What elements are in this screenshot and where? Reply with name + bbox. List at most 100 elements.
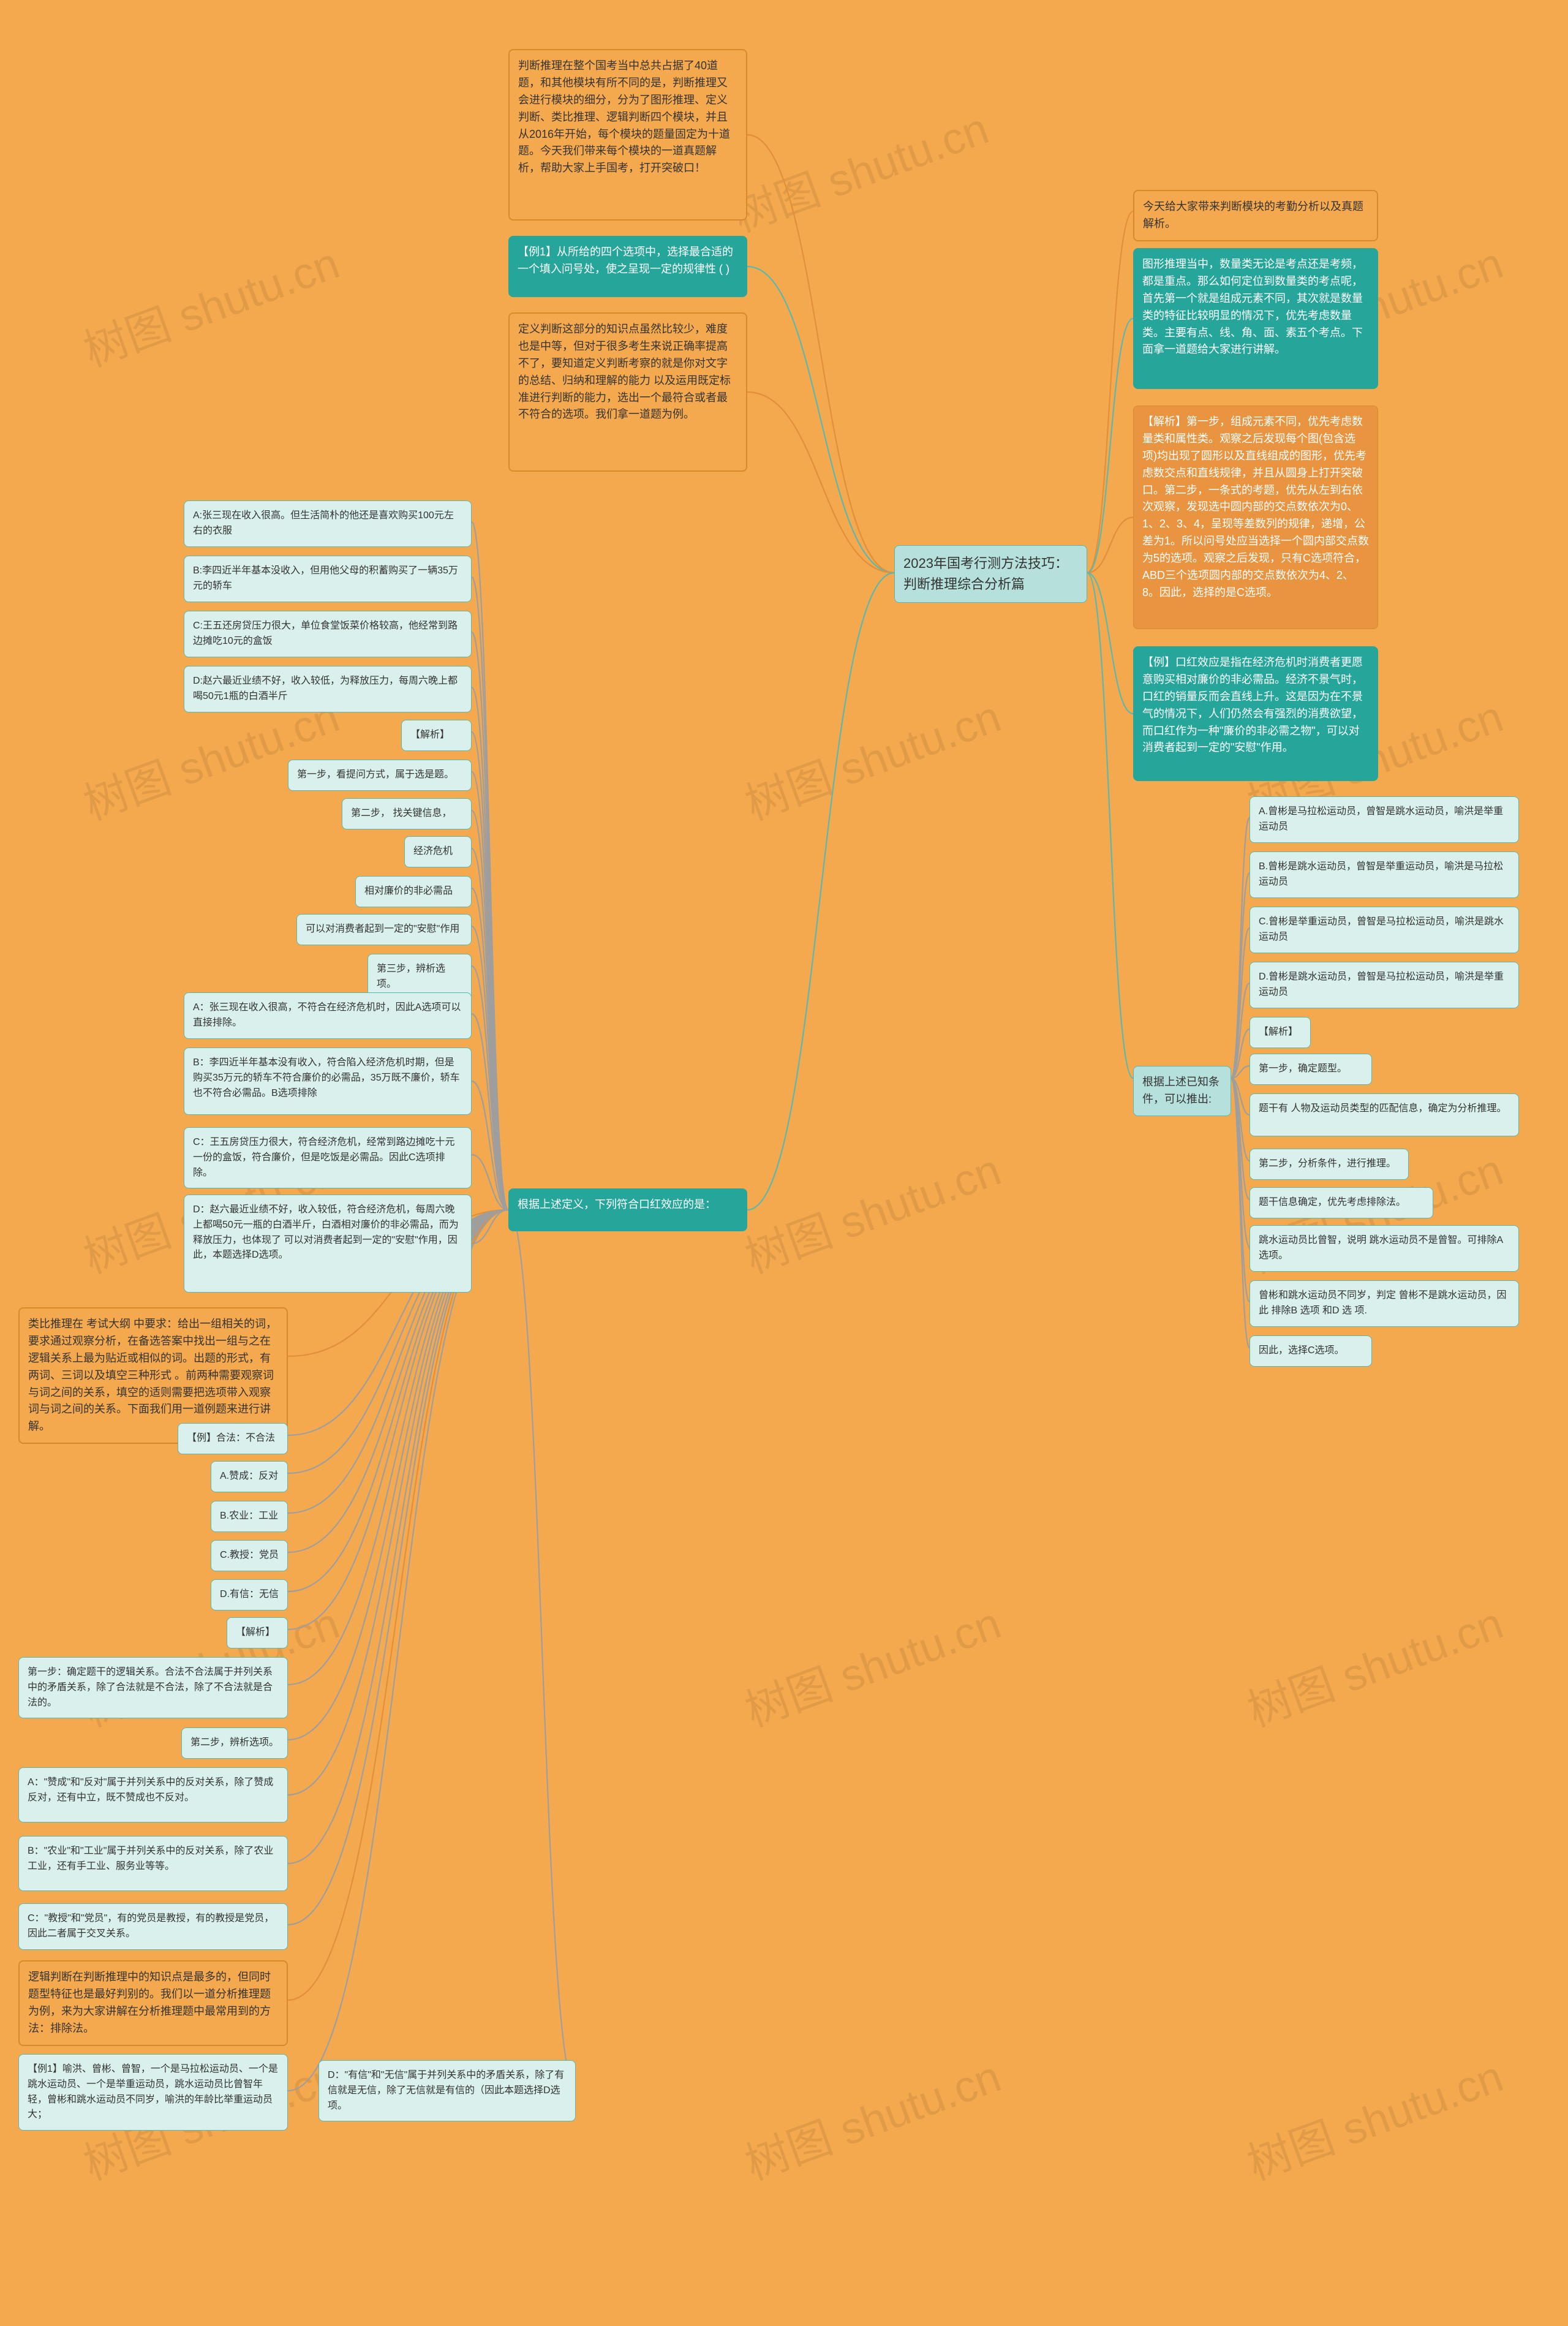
watermark: 树图 shutu.cn [735,1587,1008,1739]
link-R10-R9 [1231,1066,1250,1078]
link-root-R2 [1087,518,1133,573]
node-L_B4[interactable]: C.教授：党员 [211,1540,288,1571]
node-L_C1[interactable]: 【例1】喻洪、曾彬、曾智，一个是马拉松运动员、一个是跳水运动员、一个是举重运动员… [18,2054,288,2131]
node-R11[interactable]: 题干有 人物及运动员类型的匹配信息，确定为分析推理。 [1250,1093,1519,1136]
link-L18-L13 [472,966,508,1210]
node-R7[interactable]: D.曾彬是跳水运动员，曾智是马拉松运动员，喻洪是举重运动员 [1250,962,1519,1008]
link-L18-L14 [472,1014,508,1210]
node-L17[interactable]: D：赵六最近业绩不好，收入较低，符合经济危机，每周六晚上都喝50元一瓶的白酒半斤… [184,1195,472,1293]
watermark: 树图 shutu.cn [735,1134,1008,1286]
node-R1[interactable]: 图形推理当中，数量类无论是考点还是考频，都是重点。那么如何定位到数量类的考点呢，… [1133,248,1378,389]
node-L_B10[interactable]: B："农业"和"工业"属于并列关系中的反对关系，除了农业工业，还有手工业、服务业… [18,1836,288,1891]
link-L18-L_B9 [288,1210,508,1795]
node-L4[interactable]: B:李四近半年基本没收入，但用他父母的积蓄购买了一辆35万元的轿车 [184,556,472,602]
link-L18-L15 [472,1081,508,1210]
node-L7[interactable]: 【解析】 [401,720,472,751]
watermark: 树图 shutu.cn [1237,2041,1510,2192]
node-L_C0[interactable]: 逻辑判断在判断推理中的知识点是最多的，但同时题型特征也是最好判别的。我们以一道分… [18,1960,288,2046]
link-L18-L6 [472,687,508,1210]
link-L18-L9 [472,810,508,1210]
node-R15[interactable]: 曾彬和跳水运动员不同岁，判定 曾彬不是跳水运动员，因此 排除B 选项 和D 选 … [1250,1280,1519,1327]
node-R12[interactable]: 第二步，分析条件，进行推理。 [1250,1149,1409,1180]
node-L14[interactable]: A：张三现在收入很高，不符合在经济危机时，因此A选项可以直接排除。 [184,992,472,1039]
watermark: 树图 shutu.cn [74,227,347,379]
node-R10[interactable]: 根据上述已知条件，可以推出: [1133,1066,1231,1116]
node-R5[interactable]: B.曾彬是跳水运动员，曾智是举重运动员，喻洪是马拉松运动员 [1250,851,1519,898]
node-L1[interactable]: 【例1】从所给的四个选项中，选择最合适的一个填入问号处，使之呈现一定的规律性 (… [508,236,747,297]
link-R10-R16 [1231,1078,1250,1348]
node-L_B5[interactable]: D.有信：无信 [211,1579,288,1610]
node-L_B3[interactable]: B.农业：工业 [211,1501,288,1532]
node-L_B7[interactable]: 第一步：确定题干的逻辑关系。合法不合法属于并列关系中的矛盾关系，除了合法就是不合… [18,1657,288,1718]
link-L18-L_C2 [508,1210,576,2088]
link-R10-R7 [1231,983,1250,1078]
node-L2[interactable]: 定义判断这部分的知识点虽然比较少，难度也是中等，但对于很多考生来说正确率提高不了… [508,312,747,472]
link-L18-L_C1 [288,1210,508,2091]
link-root-L1 [747,266,894,573]
link-root-R1 [1087,319,1133,573]
node-R8[interactable]: 【解析】 [1250,1017,1311,1048]
node-L0[interactable]: 判断推理在整个国考当中总共占据了40道题，和其他模块有所不同的是，判断推理又会进… [508,49,747,221]
link-R10-R4 [1231,818,1250,1078]
node-R9[interactable]: 第一步，确定题型。 [1250,1054,1372,1085]
link-L18-L12 [472,926,508,1210]
link-R10-R8 [1231,1029,1250,1078]
node-L_B2[interactable]: A.赞成：反对 [211,1461,288,1492]
link-L18-L11 [472,888,508,1210]
link-root-L18 [747,573,894,1210]
link-L18-L_B11 [288,1210,508,1925]
node-L3[interactable]: A:张三现在收入很高。但生活简朴的他还是喜欢购买100元左右的衣服 [184,500,472,547]
node-L8[interactable]: 第一步，看提问方式，属于选是题。 [288,760,472,791]
watermark: 树图 shutu.cn [723,93,996,244]
link-L18-L8 [472,772,508,1210]
link-root-L0 [747,135,894,573]
node-L_B8[interactable]: 第二步，辨析选项。 [181,1728,288,1759]
node-L_B6[interactable]: 【解析】 [227,1617,288,1648]
link-root-R10 [1087,573,1133,1078]
node-root[interactable]: 2023年国考行测方法技巧：判断推理综合分析篇 [894,545,1087,603]
node-L6[interactable]: D:赵六最近业绩不好，收入较低，为释放压力，每周六晚上都喝50元1瓶的白酒半斤 [184,666,472,712]
link-L18-L5 [472,632,508,1210]
node-L_B11[interactable]: C："教授"和"党员"，有的党员是教授，有的教授是党员，因此二者属于交叉关系。 [18,1903,288,1950]
link-R10-R15 [1231,1078,1250,1302]
link-root-R3 [1087,573,1133,714]
link-root-R0 [1087,211,1133,573]
link-R10-R12 [1231,1078,1250,1161]
node-R3[interactable]: 【例】口红效应是指在经济危机时消费者更愿意购买相对廉价的非必需品。经济不景气时，… [1133,646,1378,781]
watermark: 树图 shutu.cn [735,681,1008,833]
watermark: 树图 shutu.cn [735,2041,1008,2192]
node-L18[interactable]: 根据上述定义，下列符合口红效应的是： [508,1188,747,1231]
link-L18-L17 [472,1210,508,1244]
link-L18-L_C0 [288,1210,508,2000]
link-L18-L3 [472,522,508,1210]
node-L_B1[interactable]: 【例】合法：不合法 [178,1423,288,1454]
node-R16[interactable]: 因此，选择C选项。 [1250,1335,1372,1367]
node-L_B9[interactable]: A："赞成"和"反对"属于并列关系中的反对关系，除了赞成反对，还有中立，既不赞成… [18,1767,288,1822]
node-L9[interactable]: 第二步， 找关键信息， [342,798,472,829]
node-R13[interactable]: 题干信息确定，优先考虑排除法。 [1250,1187,1433,1218]
link-L18-L7 [472,732,508,1210]
link-R10-R5 [1231,873,1250,1078]
mindmap-canvas: 树图 shutu.cn 树图 shutu.cn 树图 shutu.cn 树图 shut… [0,0,1568,2326]
node-L10[interactable]: 经济危机 [404,836,472,867]
node-L16[interactable]: C：王五房贷压力很大，符合经济危机，经常到路边摊吃十元一份的盒饭，符合廉价，但是… [184,1127,472,1188]
node-R0[interactable]: 今天给大家带来判断模块的考勤分析以及真题解析。 [1133,190,1378,241]
node-R6[interactable]: C.曾彬是举重运动员，曾智是马拉松运动员，喻洪是跳水运动员 [1250,907,1519,953]
link-L18-L4 [472,577,508,1210]
link-L18-L10 [472,848,508,1210]
watermark: 树图 shutu.cn [1237,1587,1510,1739]
node-R2[interactable]: 【解析】第一步，组成元素不同，优先考虑数量类和属性类。观察之后发现每个图(包含选… [1133,406,1378,629]
node-L_C2[interactable]: D："有信"和"无信"属于并列关系中的矛盾关系，除了有信就是无信，除了无信就是有… [318,2060,576,2121]
link-root-L2 [747,392,894,573]
node-L12[interactable]: 可以对消费者起到一定的"安慰"作用 [296,914,472,945]
node-R4[interactable]: A.曾彬是马拉松运动员，曾智是跳水运动员，喻洪是举重运动员 [1250,796,1519,843]
link-R10-R6 [1231,928,1250,1078]
link-R10-R11 [1231,1078,1250,1115]
link-L18-L16 [472,1155,508,1210]
link-L18-L_B10 [288,1210,508,1863]
node-R14[interactable]: 跳水运动员比曾智，说明 跳水运动员不是曾智。可排除A选项。 [1250,1225,1519,1272]
node-L5[interactable]: C:王五还房贷压力很大，单位食堂饭菜价格较高，他经常到路边摊吃10元的盒饭 [184,611,472,657]
link-R10-R14 [1231,1078,1250,1247]
node-L11[interactable]: 相对廉价的非必需品 [355,876,472,907]
node-L15[interactable]: B：李四近半年基本没有收入，符合陷入经济危机时期，但是购买35万元的轿车不符合廉… [184,1048,472,1115]
